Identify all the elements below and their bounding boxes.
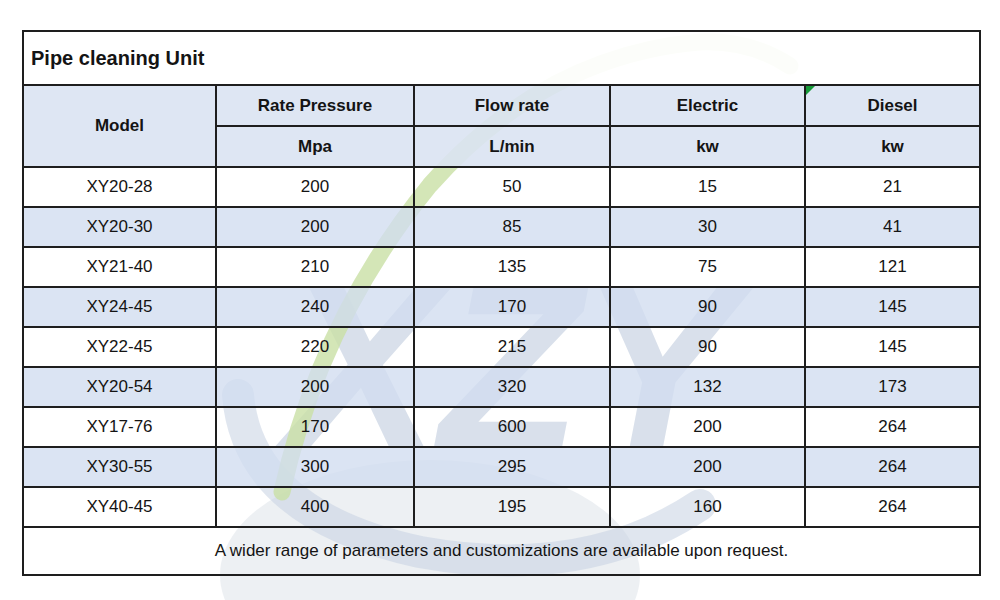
model-cell: XY24-45 bbox=[23, 287, 216, 327]
flow-rate-lmin-cell: 85 bbox=[414, 207, 610, 247]
electric-kw-cell: 200 bbox=[610, 407, 805, 447]
model-cell: XY20-30 bbox=[23, 207, 216, 247]
electric-kw-cell: 90 bbox=[610, 287, 805, 327]
table-row: XY20-54200320132173 bbox=[23, 367, 980, 407]
model-cell: XY30-55 bbox=[23, 447, 216, 487]
diesel-kw-cell: 145 bbox=[805, 327, 980, 367]
table-row: XY24-4524017090145 bbox=[23, 287, 980, 327]
diesel-kw-cell: 121 bbox=[805, 247, 980, 287]
footer-row: A wider range of parameters and customiz… bbox=[23, 527, 980, 575]
unit-electric: kw bbox=[610, 126, 805, 167]
diesel-kw-cell: 264 bbox=[805, 487, 980, 527]
rate-pressure-mpa-cell: 220 bbox=[216, 327, 414, 367]
table-row: XY20-28200501521 bbox=[23, 167, 980, 207]
unit-diesel: kw bbox=[805, 126, 980, 167]
rate-pressure-mpa-cell: 400 bbox=[216, 487, 414, 527]
electric-kw-cell: 90 bbox=[610, 327, 805, 367]
electric-kw-cell: 200 bbox=[610, 447, 805, 487]
model-cell: XY40-45 bbox=[23, 487, 216, 527]
rate-pressure-mpa-cell: 210 bbox=[216, 247, 414, 287]
diesel-kw-cell: 264 bbox=[805, 447, 980, 487]
col-header-rate-pressure: Rate Pressure bbox=[216, 85, 414, 126]
rate-pressure-mpa-cell: 200 bbox=[216, 167, 414, 207]
flow-rate-lmin-cell: 195 bbox=[414, 487, 610, 527]
flow-rate-lmin-cell: 215 bbox=[414, 327, 610, 367]
diesel-kw-cell: 41 bbox=[805, 207, 980, 247]
table-row: XY40-45400195160264 bbox=[23, 487, 980, 527]
model-cell: XY21-40 bbox=[23, 247, 216, 287]
electric-kw-cell: 75 bbox=[610, 247, 805, 287]
table-row: XY22-4522021590145 bbox=[23, 327, 980, 367]
table-title: Pipe cleaning Unit bbox=[23, 31, 980, 85]
model-cell: XY22-45 bbox=[23, 327, 216, 367]
rate-pressure-mpa-cell: 200 bbox=[216, 207, 414, 247]
col-header-diesel-label: Diesel bbox=[867, 96, 917, 115]
flow-rate-lmin-cell: 320 bbox=[414, 367, 610, 407]
unit-rate-pressure: Mpa bbox=[216, 126, 414, 167]
table-row: XY21-4021013575121 bbox=[23, 247, 980, 287]
flow-rate-lmin-cell: 170 bbox=[414, 287, 610, 327]
diesel-kw-cell: 264 bbox=[805, 407, 980, 447]
spec-table: Pipe cleaning Unit Model Rate Pressure F… bbox=[22, 30, 981, 576]
cell-corner-marker-icon bbox=[806, 86, 815, 95]
diesel-kw-cell: 145 bbox=[805, 287, 980, 327]
unit-flow-rate: L/min bbox=[414, 126, 610, 167]
model-cell: XY20-28 bbox=[23, 167, 216, 207]
table-row: XY17-76170600200264 bbox=[23, 407, 980, 447]
header-row-labels: Model Rate Pressure Flow rate Electric D… bbox=[23, 85, 980, 126]
electric-kw-cell: 132 bbox=[610, 367, 805, 407]
model-cell: XY20-54 bbox=[23, 367, 216, 407]
page: XZY Pipe cleaning Unit Model Rate Pressu… bbox=[0, 0, 1000, 600]
table-footer-note: A wider range of parameters and customiz… bbox=[23, 527, 980, 575]
table-row: XY20-30200853041 bbox=[23, 207, 980, 247]
flow-rate-lmin-cell: 50 bbox=[414, 167, 610, 207]
electric-kw-cell: 30 bbox=[610, 207, 805, 247]
diesel-kw-cell: 21 bbox=[805, 167, 980, 207]
col-header-diesel: Diesel bbox=[805, 85, 980, 126]
flow-rate-lmin-cell: 600 bbox=[414, 407, 610, 447]
rate-pressure-mpa-cell: 300 bbox=[216, 447, 414, 487]
table-body: XY20-28200501521XY20-30200853041XY21-402… bbox=[23, 167, 980, 527]
col-header-model: Model bbox=[23, 85, 216, 167]
flow-rate-lmin-cell: 295 bbox=[414, 447, 610, 487]
flow-rate-lmin-cell: 135 bbox=[414, 247, 610, 287]
col-header-flow-rate: Flow rate bbox=[414, 85, 610, 126]
col-header-electric: Electric bbox=[610, 85, 805, 126]
electric-kw-cell: 15 bbox=[610, 167, 805, 207]
rate-pressure-mpa-cell: 240 bbox=[216, 287, 414, 327]
model-cell: XY17-76 bbox=[23, 407, 216, 447]
electric-kw-cell: 160 bbox=[610, 487, 805, 527]
table-row: XY30-55300295200264 bbox=[23, 447, 980, 487]
rate-pressure-mpa-cell: 200 bbox=[216, 367, 414, 407]
title-row: Pipe cleaning Unit bbox=[23, 31, 980, 85]
rate-pressure-mpa-cell: 170 bbox=[216, 407, 414, 447]
diesel-kw-cell: 173 bbox=[805, 367, 980, 407]
